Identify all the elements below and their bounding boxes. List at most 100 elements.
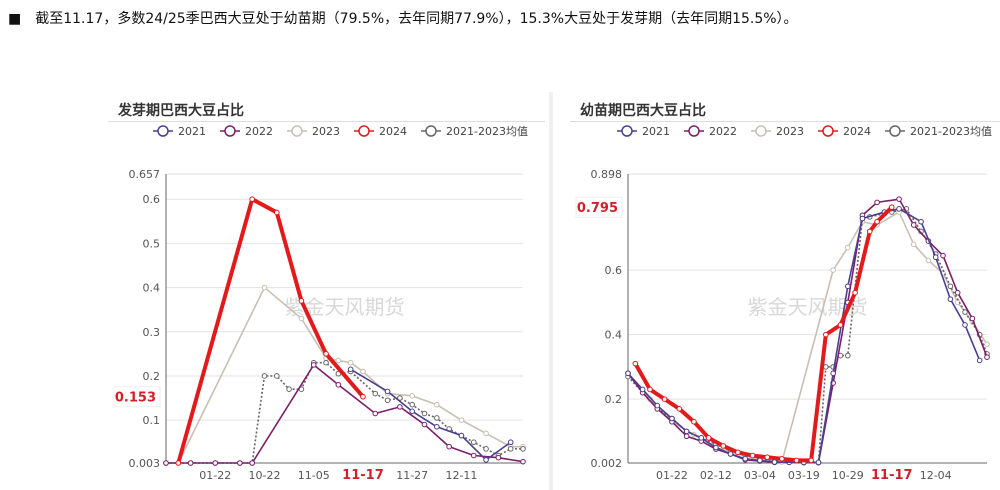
data-point-2022 — [969, 315, 976, 322]
highlight-value-box — [575, 196, 623, 218]
x-tick-label: 03-19 — [788, 469, 820, 482]
data-point-2022 — [310, 362, 317, 368]
germination-chart-panel: 发芽期巴西大豆占比 2021 2022 2023 2024 2021-2023均值 0.0… — [108, 90, 545, 490]
legend-label: 2024 — [379, 125, 407, 138]
data-point-2023 — [409, 393, 416, 399]
data-point-2022 — [495, 454, 502, 461]
data-point-2021 — [683, 428, 690, 435]
data-point-2023 — [910, 241, 917, 248]
data-point-2021 — [976, 357, 983, 364]
data-point-2021 — [815, 459, 822, 466]
data-point-2021 — [409, 408, 416, 415]
legend-label: 2022 — [245, 125, 273, 138]
data-point-2023 — [925, 257, 932, 264]
headline: ■ 截至11.17，多数24/25季巴西大豆处于幼苗期（79.5%，去年同期77.… — [8, 8, 798, 28]
germination-chart: 2021 2022 2023 2024 2021-2023均值 0.003 0.1 0.2 0.… — [113, 125, 528, 483]
y-tick-label: 0.6 — [143, 193, 161, 206]
panel-divider — [549, 92, 553, 490]
y-tick-label: 0.4 — [143, 282, 161, 295]
data-point-2021 — [947, 296, 954, 302]
data-point-2022 — [520, 458, 526, 465]
data-point-2024 — [720, 443, 727, 449]
data-point-2024 — [735, 449, 741, 456]
data-point-2023 — [458, 417, 465, 423]
data-point-2024 — [175, 460, 182, 466]
data-point-avg — [434, 415, 440, 421]
legend-marker-icon — [425, 125, 437, 137]
data-point-2022 — [249, 460, 255, 466]
y-tick-label: 0.1 — [143, 414, 161, 427]
data-point-avg — [261, 373, 268, 379]
data-point-2024 — [360, 393, 366, 400]
legend-marker-icon — [291, 125, 303, 137]
legend-marker-icon — [224, 125, 236, 137]
data-point-2021 — [771, 459, 778, 465]
title-divider — [570, 121, 1000, 122]
data-point-2021 — [742, 456, 749, 462]
data-point-avg — [409, 401, 416, 408]
highlight-value-box — [113, 386, 161, 408]
legend-label: 2021 — [642, 125, 670, 138]
data-point-2024 — [249, 196, 255, 202]
x-tick-label: 11-27 — [396, 469, 428, 482]
data-point-avg — [372, 390, 379, 397]
legend-label: 2023 — [776, 125, 804, 138]
data-point-avg — [286, 386, 292, 393]
data-point-2024 — [866, 228, 873, 235]
highlight-value-label: 0.153 — [115, 391, 156, 406]
title-divider — [108, 121, 545, 122]
series-line-2024 — [176, 197, 365, 464]
data-point-2021 — [859, 215, 866, 222]
series-line-2022 — [166, 364, 524, 464]
data-point-2024 — [647, 386, 653, 393]
data-point-2022 — [954, 289, 961, 296]
data-point-2023 — [830, 267, 836, 273]
data-point-2021 — [830, 370, 836, 377]
data-point-2022 — [470, 452, 477, 459]
data-point-avg — [507, 446, 514, 452]
y-tick-label: 0.6 — [605, 264, 623, 277]
data-point-2021 — [896, 206, 902, 212]
data-point-2023 — [335, 357, 342, 364]
legend-marker-icon — [822, 125, 834, 137]
data-point-avg — [844, 352, 851, 359]
data-point-2022 — [874, 199, 880, 206]
data-point-2024 — [823, 331, 829, 338]
y-tick-label: 0.2 — [605, 393, 623, 406]
x-tick-label: 12-04 — [920, 469, 952, 482]
data-point-2021 — [727, 451, 734, 457]
data-point-avg — [384, 397, 391, 404]
x-tick-label: 02-12 — [700, 469, 732, 482]
data-point-2022 — [421, 421, 428, 428]
legend-marker-icon — [755, 125, 767, 137]
data-point-2023 — [483, 430, 489, 437]
data-point-2022 — [940, 252, 946, 259]
data-point-2024 — [852, 289, 858, 296]
series-line-avg — [166, 361, 523, 464]
data-point-2022 — [163, 460, 169, 466]
y-tick-label: 0.002 — [591, 457, 623, 470]
data-point-2022 — [335, 381, 342, 388]
legend-marker-icon — [157, 125, 169, 137]
data-point-2022 — [212, 460, 219, 466]
data-point-2023 — [360, 368, 366, 375]
x-tick-label: 11-05 — [298, 469, 330, 482]
data-point-2024 — [273, 209, 280, 216]
legend-label: 2023 — [312, 125, 340, 138]
data-point-2022 — [372, 410, 379, 417]
data-point-2021 — [384, 388, 391, 395]
data-point-2021 — [639, 386, 646, 393]
data-point-2024 — [764, 454, 771, 460]
data-point-2021 — [434, 423, 440, 430]
data-point-2023 — [261, 284, 268, 291]
data-point-2024 — [793, 457, 800, 464]
data-point-2023 — [347, 359, 354, 366]
data-point-avg — [273, 373, 280, 379]
data-point-2021 — [918, 218, 924, 225]
data-point-avg — [962, 309, 968, 315]
seedling-chart: 2021 2022 2023 2024 2021-2023均值 0.002 0.2 0.4 0.… — [575, 125, 992, 483]
data-point-2024 — [298, 298, 305, 304]
data-point-2023 — [298, 315, 305, 322]
data-point-2022 — [896, 196, 902, 202]
series-line-2021 — [627, 208, 981, 464]
